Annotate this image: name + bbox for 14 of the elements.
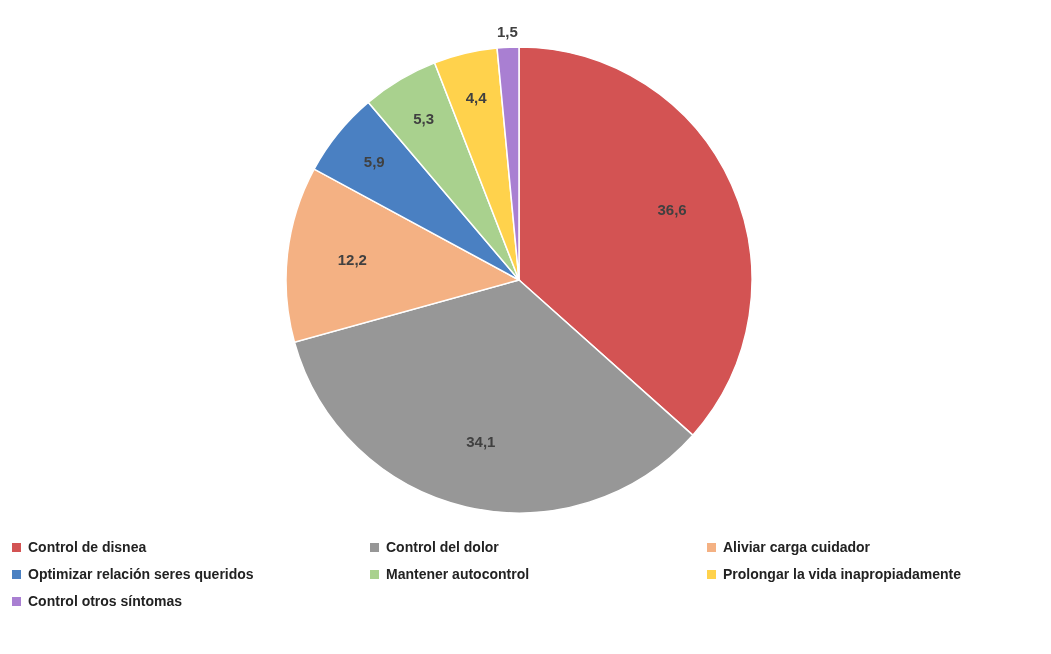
data-label: 12,2	[337, 251, 367, 269]
legend-label: Aliviar carga cuidador	[723, 538, 871, 555]
data-label: 1,5	[496, 23, 518, 41]
data-label: 34,1	[466, 433, 496, 451]
data-label: 36,6	[657, 201, 687, 219]
legend-label: Control otros síntomas	[28, 592, 183, 609]
legend-label: Prolongar la vida inapropiadamente	[723, 565, 962, 582]
data-label: 5,9	[363, 152, 385, 170]
legend-label: Control de disnea	[28, 538, 147, 555]
legend-label: Mantener autocontrol	[386, 565, 530, 582]
data-label: 5,3	[413, 109, 435, 127]
legend-label: Control del dolor	[386, 538, 500, 555]
data-label: 4,4	[465, 88, 488, 106]
legend-label: Optimizar relación seres queridos	[28, 565, 254, 582]
